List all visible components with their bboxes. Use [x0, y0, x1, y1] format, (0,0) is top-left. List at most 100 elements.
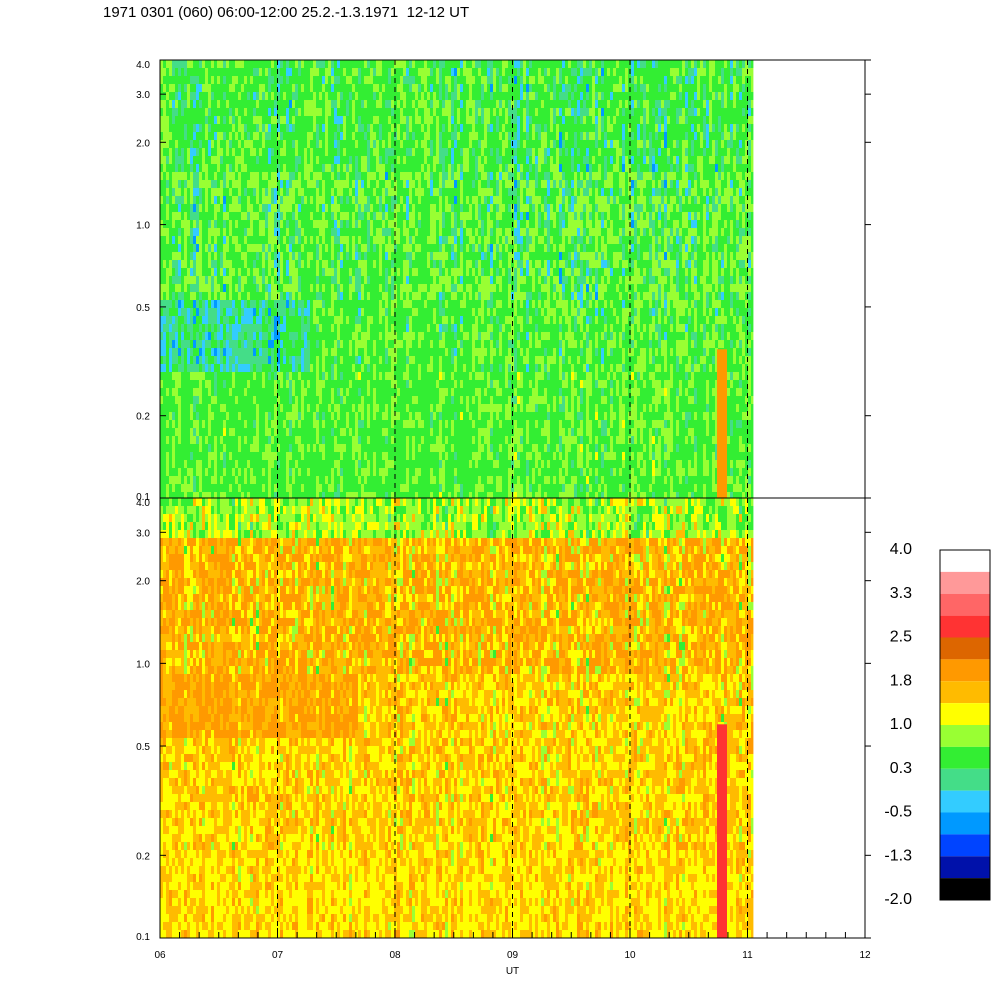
heatmap-cell [427, 428, 430, 436]
heatmap-cell [274, 188, 277, 196]
heatmap-cell [274, 340, 277, 348]
heatmap-cell [187, 236, 190, 244]
heatmap-cell [235, 324, 238, 332]
heatmap-cell [259, 324, 262, 332]
heatmap-cell [346, 140, 349, 148]
heatmap-cell [256, 276, 259, 284]
heatmap-cell [223, 172, 226, 180]
heatmap-cell [388, 420, 391, 428]
heatmap-cell [352, 412, 355, 420]
heatmap-cell [277, 172, 280, 180]
heatmap-cell [415, 348, 418, 356]
heatmap-cell [340, 292, 343, 300]
heatmap-cell [334, 340, 337, 348]
heatmap-cell [271, 124, 274, 132]
heatmap-cell [202, 140, 205, 148]
heatmap-cell [421, 132, 424, 140]
heatmap-cell [325, 404, 328, 412]
heatmap-cell [382, 244, 385, 252]
heatmap-cell [388, 204, 391, 212]
heatmap-cell [193, 308, 196, 316]
heatmap-cell [232, 332, 235, 340]
heatmap-cell [274, 204, 277, 212]
heatmap-cell [352, 60, 355, 68]
heatmap-cell [178, 196, 181, 204]
heatmap-cell [265, 292, 268, 300]
heatmap-cell [400, 68, 403, 76]
heatmap-cell [418, 100, 421, 108]
heatmap-cell [250, 84, 253, 92]
heatmap-cell [286, 284, 289, 292]
heatmap-cell [220, 204, 223, 212]
heatmap-cell [271, 340, 274, 348]
heatmap-cell [178, 380, 181, 388]
heatmap-cell [235, 244, 238, 252]
heatmap-cell [430, 396, 433, 404]
heatmap-cell [163, 100, 166, 108]
heatmap-cell [196, 372, 199, 380]
heatmap-cell [289, 452, 292, 460]
heatmap-cell [175, 100, 178, 108]
heatmap-cell [415, 428, 418, 436]
heatmap-cell [406, 140, 409, 148]
heatmap-cell [376, 292, 379, 300]
heatmap-cell [400, 268, 403, 276]
heatmap-cell [160, 60, 163, 68]
heatmap-cell [319, 388, 322, 396]
heatmap-cell [334, 220, 337, 228]
heatmap-cell [343, 420, 346, 428]
heatmap-cell [286, 196, 289, 204]
heatmap-cell [223, 332, 226, 340]
heatmap-cell [367, 476, 370, 484]
heatmap-cell [340, 220, 343, 228]
heatmap-cell [388, 140, 391, 148]
heatmap-cell [277, 428, 280, 436]
heatmap-cell [421, 268, 424, 276]
heatmap-cell [166, 268, 169, 276]
heatmap-cell [400, 156, 403, 164]
heatmap-cell [379, 388, 382, 396]
heatmap-cell [349, 268, 352, 276]
heatmap-cell [310, 316, 313, 324]
heatmap-cell [424, 492, 427, 498]
heatmap-cell [289, 252, 292, 260]
heatmap-cell [382, 188, 385, 196]
heatmap-cell [271, 444, 274, 452]
heatmap-cell [280, 364, 283, 372]
heatmap-cell [274, 404, 277, 412]
heatmap-cell [160, 436, 163, 444]
heatmap-cell [259, 340, 262, 348]
heatmap-cell [424, 404, 427, 412]
heatmap-cell [166, 228, 169, 236]
heatmap-cell [322, 284, 325, 292]
heatmap-cell [328, 92, 331, 100]
heatmap-cell [412, 476, 415, 484]
heatmap-cell [184, 68, 187, 76]
heatmap-cell [376, 172, 379, 180]
heatmap-cell [259, 460, 262, 468]
heatmap-cell [322, 276, 325, 284]
heatmap-cell [340, 300, 343, 308]
heatmap-cell [307, 292, 310, 300]
heatmap-cell [382, 116, 385, 124]
heatmap-cell [283, 420, 286, 428]
heatmap-cell [274, 324, 277, 332]
heatmap-cell [343, 236, 346, 244]
heatmap-cell [196, 420, 199, 428]
heatmap-cell [211, 316, 214, 324]
heatmap-cell [310, 228, 313, 236]
heatmap-cell [355, 116, 358, 124]
heatmap-cell [241, 444, 244, 452]
heatmap-cell [406, 292, 409, 300]
heatmap-cell [349, 308, 352, 316]
heatmap-cell [259, 292, 262, 300]
heatmap-cell [349, 236, 352, 244]
heatmap-cell [337, 380, 340, 388]
heatmap-cell [334, 388, 337, 396]
heatmap-cell [253, 188, 256, 196]
heatmap-cell [388, 324, 391, 332]
heatmap-cell [424, 364, 427, 372]
heatmap-cell [325, 84, 328, 92]
heatmap-cell [202, 148, 205, 156]
heatmap-cell [259, 204, 262, 212]
